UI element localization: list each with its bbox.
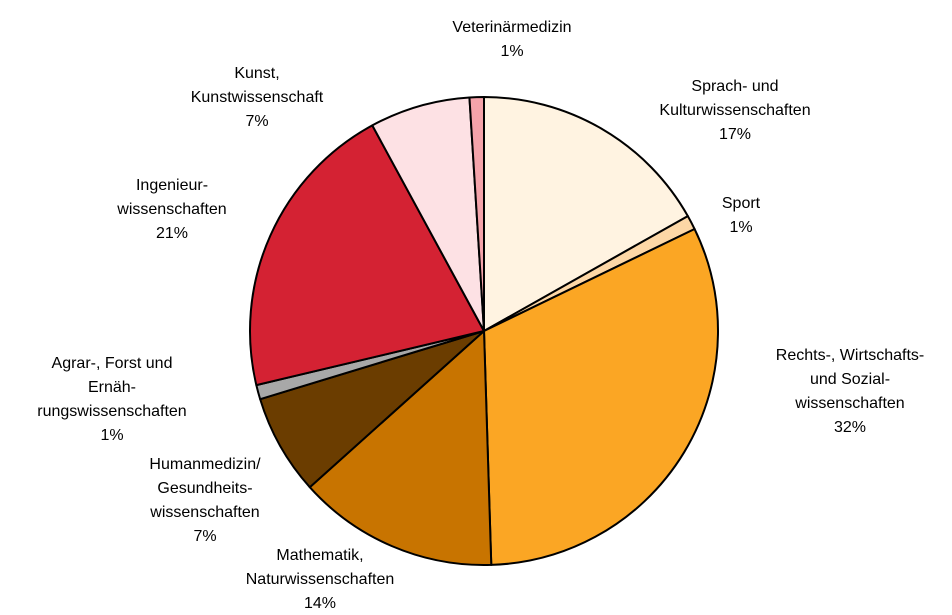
- slice-label: Veterinärmedizin 1%: [452, 19, 571, 60]
- value-label: 1%: [100, 427, 123, 444]
- slice-label: Rechts-, Wirtschafts-und Sozial-wissensc…: [776, 347, 924, 436]
- slice-label-line: Humanmedizin/: [149, 456, 261, 473]
- pie-slice: [249, 124, 485, 387]
- slice-label-line: Mathematik,: [276, 547, 363, 564]
- slice-label-line: wissenschaften: [116, 201, 226, 218]
- slice-label-line: Kunst,: [234, 65, 279, 82]
- slice-label-line: rungswissenschaften: [37, 403, 186, 420]
- slice-label-line: Rechts-, Wirtschafts-: [776, 347, 924, 364]
- value-label: 7%: [245, 113, 268, 130]
- slice-label: Ingenieur-wissenschaften 21%: [116, 177, 226, 242]
- slice-label-line: Gesundheits-: [157, 480, 252, 497]
- pie-slice: [483, 228, 719, 566]
- slice-label: Sprach- und Kulturwissenschaften 17%: [659, 78, 810, 143]
- slice-label-line: Kunstwissenschaft: [191, 89, 324, 106]
- slice-label-line: Veterinärmedizin: [452, 19, 571, 36]
- slice-label-line: Agrar-, Forst und: [52, 355, 173, 372]
- slice-label: Kunst, Kunstwissenschaft 7%: [191, 65, 324, 130]
- value-label: 21%: [156, 225, 188, 242]
- slice-label: Sport 1%: [722, 195, 761, 236]
- slice-label-line: wissenschaften: [149, 504, 259, 521]
- value-label: 7%: [193, 528, 216, 545]
- slice-label-line: Ingenieur-: [136, 177, 208, 194]
- slice-label-line: und Sozial-: [810, 371, 890, 388]
- pie-slice: [483, 96, 689, 332]
- value-label: 14%: [304, 595, 336, 612]
- value-label: 1%: [500, 43, 523, 60]
- slice-label-line: wissenschaften: [794, 395, 904, 412]
- slice-label-line: Kulturwissenschaften: [659, 102, 810, 119]
- slice-label-line: Sprach- und: [691, 78, 778, 95]
- value-label: 32%: [834, 419, 866, 436]
- slice-label: Mathematik, Naturwissenschaften 14%: [246, 547, 395, 612]
- value-label: 1%: [729, 219, 752, 236]
- slice-label: Humanmedizin/Gesundheits-wissenschaften 7…: [149, 456, 261, 545]
- slice-label-line: Naturwissenschaften: [246, 571, 395, 588]
- pie-slice: [468, 96, 485, 332]
- slice-label: Agrar-, Forst und Ernäh-rungswissenschaft…: [37, 355, 186, 444]
- pie-slice: [308, 330, 493, 566]
- slice-label-line: Sport: [722, 195, 761, 212]
- slice-label-line: Ernäh-: [88, 379, 136, 396]
- value-label: 17%: [719, 126, 751, 143]
